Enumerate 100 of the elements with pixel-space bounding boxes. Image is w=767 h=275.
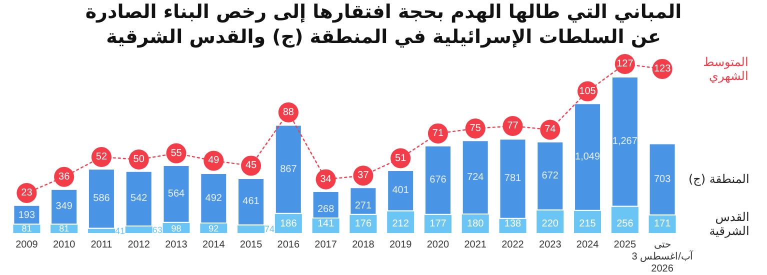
bar xyxy=(536,141,564,210)
bar xyxy=(312,190,340,219)
bar xyxy=(499,138,526,219)
x-tick-label: 2019 xyxy=(389,240,412,250)
bar xyxy=(238,225,265,233)
data-label: 37 xyxy=(358,170,370,182)
data-label: 41 xyxy=(114,226,125,236)
bar xyxy=(648,143,676,216)
data-label: 92 xyxy=(208,224,219,234)
data-label: 586 xyxy=(93,193,110,204)
data-label: 461 xyxy=(242,196,260,208)
x-tick-label: 2012 xyxy=(128,240,150,250)
bar xyxy=(50,188,78,225)
x-tick-label: 2017 xyxy=(314,240,338,250)
data-label: 271 xyxy=(354,200,372,212)
data-label: 51 xyxy=(395,152,407,164)
bar xyxy=(238,178,265,226)
bar xyxy=(125,226,152,233)
chart-title: المباني التي طالها الهدم بحجة افتقارها إلى رخص البناء الصادرة عن السلطات الإسرائيلية في المنطقة (ج) والقدس الشرقية xyxy=(84,0,683,50)
x-tick-label: 2014 xyxy=(202,240,226,250)
data-label: 52 xyxy=(96,152,108,163)
data-label: 220 xyxy=(542,218,559,230)
data-label: 77 xyxy=(507,120,519,132)
data-label: 81 xyxy=(59,224,70,234)
data-label: 256 xyxy=(616,218,634,230)
bar xyxy=(162,164,190,223)
x-tick-label: 2020 xyxy=(426,240,450,250)
data-label: 268 xyxy=(317,204,335,216)
data-label: 98 xyxy=(171,224,182,234)
x-tick-label: 2021 xyxy=(464,240,487,250)
bar xyxy=(387,170,414,212)
data-label: 215 xyxy=(579,218,596,230)
bar xyxy=(88,168,115,229)
data-label: 781 xyxy=(504,173,522,184)
bar xyxy=(350,187,377,215)
data-label: 55 xyxy=(170,148,182,159)
x-tick-label: 2025 xyxy=(614,240,636,250)
data-label: 212 xyxy=(392,218,410,230)
data-label: 193 xyxy=(18,210,36,222)
data-label: 703 xyxy=(654,174,672,185)
data-label: 176 xyxy=(354,218,372,230)
data-label: 186 xyxy=(280,218,298,230)
x-tick-label: 2018 xyxy=(352,240,375,250)
data-label: 542 xyxy=(130,193,148,204)
bar xyxy=(424,145,452,215)
bar xyxy=(462,140,489,215)
x-tick-label: 2013 xyxy=(165,240,188,250)
bar xyxy=(200,172,228,224)
data-label: 123 xyxy=(654,63,672,74)
data-label: 74 xyxy=(264,224,275,234)
data-label: 1,267 xyxy=(612,136,638,148)
data-label: 88 xyxy=(282,106,294,118)
data-label: 50 xyxy=(133,154,145,165)
data-label: 127 xyxy=(616,58,634,70)
data-label: 34 xyxy=(320,174,332,185)
data-label: 180 xyxy=(467,218,484,230)
data-label: 45 xyxy=(245,160,258,172)
data-label: 867 xyxy=(280,164,298,175)
series-label: المنطقة (ج) xyxy=(687,172,750,186)
bar xyxy=(611,76,638,207)
data-label: 71 xyxy=(432,128,444,139)
data-label: 1,049 xyxy=(575,152,600,163)
x-tick-label: 2022 xyxy=(502,240,524,250)
data-label: 138 xyxy=(504,218,522,230)
data-label: 492 xyxy=(205,192,222,204)
bar xyxy=(125,170,152,227)
x-tick-label: 2023 xyxy=(539,240,562,250)
data-label: 564 xyxy=(168,188,186,200)
bar xyxy=(424,214,452,233)
data-label: 177 xyxy=(430,218,447,230)
data-label: 23 xyxy=(21,187,33,198)
data-label: 75 xyxy=(470,122,482,134)
bar xyxy=(648,215,676,233)
data-label: 349 xyxy=(56,201,73,212)
data-label: 724 xyxy=(467,172,484,183)
data-label: 141 xyxy=(317,218,335,230)
x-tick-label: 2024 xyxy=(576,240,600,250)
bar xyxy=(536,210,564,233)
data-label: 74 xyxy=(544,124,556,136)
bar xyxy=(611,206,638,233)
text: المتوسط الشهري xyxy=(702,54,748,83)
data-label: 171 xyxy=(654,218,672,230)
bar xyxy=(574,210,602,233)
data-label: 63 xyxy=(152,224,162,235)
data-label: 672 xyxy=(542,170,559,182)
x-tick-label: 2011 xyxy=(90,240,113,250)
data-label: 49 xyxy=(208,155,220,166)
data-label: 105 xyxy=(579,86,596,97)
x-tick-label: 2009 xyxy=(16,240,38,250)
x-tick-label: 2015 xyxy=(240,240,263,250)
data-label: 81 xyxy=(22,224,32,234)
data-label: 676 xyxy=(430,174,447,186)
data-label: 401 xyxy=(392,185,410,196)
x-tick-label: 2016 xyxy=(277,240,300,250)
data-label: 36 xyxy=(58,171,70,182)
text: القدس الشرقية xyxy=(708,210,750,238)
x-tick-label: 2010 xyxy=(52,240,76,250)
bar xyxy=(574,103,602,211)
bar xyxy=(387,211,414,233)
bar xyxy=(88,228,115,233)
